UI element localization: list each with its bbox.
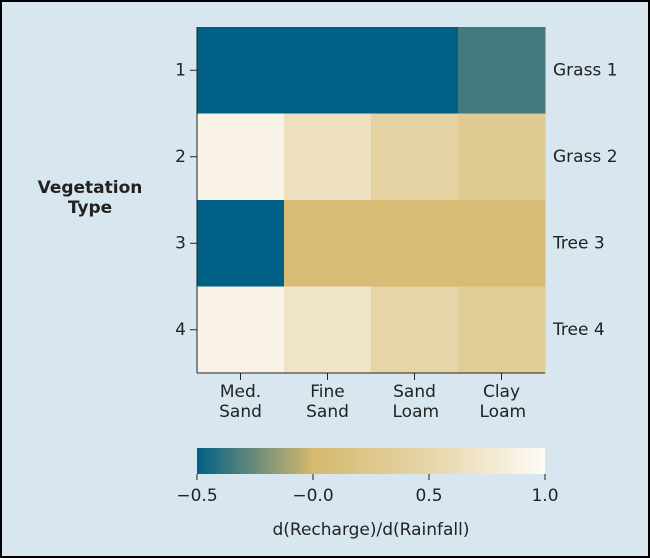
heatmap-cell bbox=[197, 113, 285, 201]
x-tick-label: Sand Loam bbox=[392, 382, 440, 422]
heatmap-cell bbox=[284, 113, 372, 201]
y-tick-label: 2 bbox=[175, 147, 186, 167]
heatmap-cell bbox=[197, 286, 285, 374]
y-tick-label: 3 bbox=[175, 233, 186, 253]
x-tick-label: Clay Loam bbox=[479, 382, 527, 422]
colorbar-title: d(Recharge)/d(Rainfall) bbox=[272, 520, 469, 540]
heatmap-cell bbox=[197, 200, 285, 287]
heatmap-cell bbox=[284, 200, 372, 287]
heatmap-cell bbox=[371, 200, 459, 287]
y-tick-label: 1 bbox=[175, 60, 186, 80]
heatmap-cell bbox=[458, 200, 546, 287]
heatmap-cell bbox=[284, 27, 372, 114]
colorbar-tick-label: −0.5 bbox=[176, 486, 217, 506]
heatmap-cell bbox=[458, 113, 546, 201]
colorbar-tick-label: −0.0 bbox=[292, 486, 333, 506]
row-label: Tree 4 bbox=[552, 320, 605, 340]
heatmap-cell bbox=[458, 286, 546, 374]
row-label: Grass 2 bbox=[553, 147, 618, 167]
row-label: Tree 3 bbox=[552, 233, 605, 253]
colorbar-tick-label: 0.5 bbox=[415, 486, 442, 506]
heatmap-cell bbox=[197, 27, 285, 114]
heatmap-cell bbox=[284, 286, 372, 374]
heatmap-cell bbox=[371, 286, 459, 374]
x-tick-label: Med. Sand bbox=[219, 382, 262, 422]
heatmap-cell bbox=[371, 27, 459, 114]
x-tick-label: Fine Sand bbox=[306, 382, 349, 422]
heatmap-cell bbox=[458, 27, 546, 114]
y-tick-label: 4 bbox=[175, 320, 186, 340]
row-label: Grass 1 bbox=[553, 60, 618, 80]
y-axis-title: Vegetation Type bbox=[37, 178, 143, 218]
colorbar bbox=[197, 448, 545, 474]
heatmap-cell bbox=[371, 113, 459, 201]
colorbar-tick-label: 1.0 bbox=[531, 486, 558, 506]
